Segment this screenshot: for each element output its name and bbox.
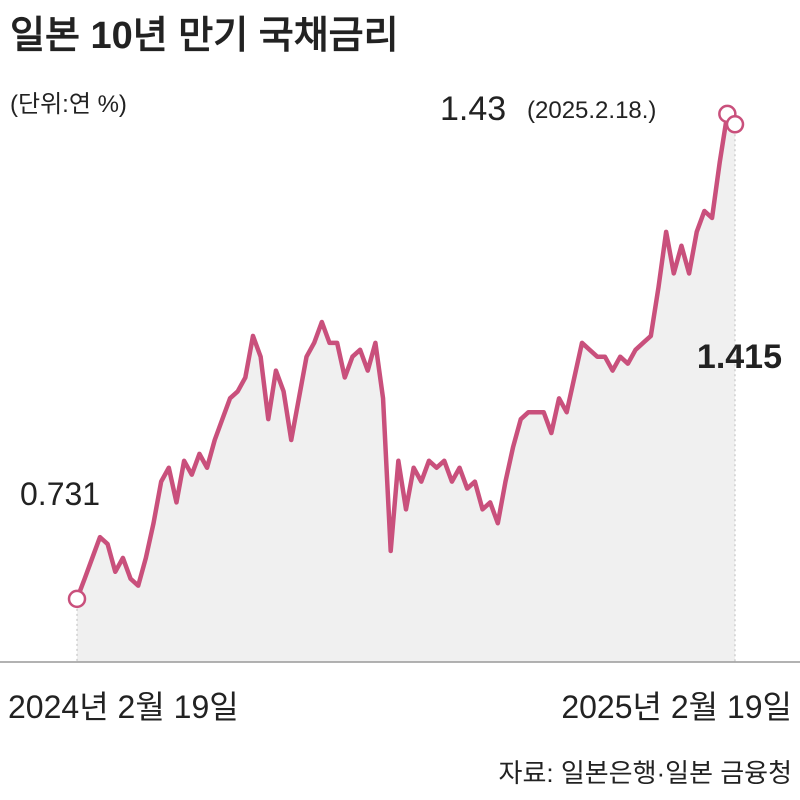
point-marker	[67, 589, 87, 609]
point-marker	[725, 115, 745, 134]
source: 자료: 일본은행·일본 금융청	[499, 758, 792, 788]
x-tick-label: 2025년 2월 19일	[561, 689, 792, 725]
unit-label: (단위:연 %)	[10, 91, 127, 118]
chart-title: 일본 10년 만기 국채금리	[10, 15, 399, 57]
data-label: 1.43	[440, 90, 506, 128]
x-tick-label: 2024년 2월 19일	[8, 689, 239, 725]
data-label: 0.731	[20, 476, 100, 512]
line	[74, 111, 737, 600]
area	[77, 113, 735, 663]
annotation: (2025.2.18.)	[527, 97, 656, 124]
data-label: 1.415	[697, 338, 782, 376]
